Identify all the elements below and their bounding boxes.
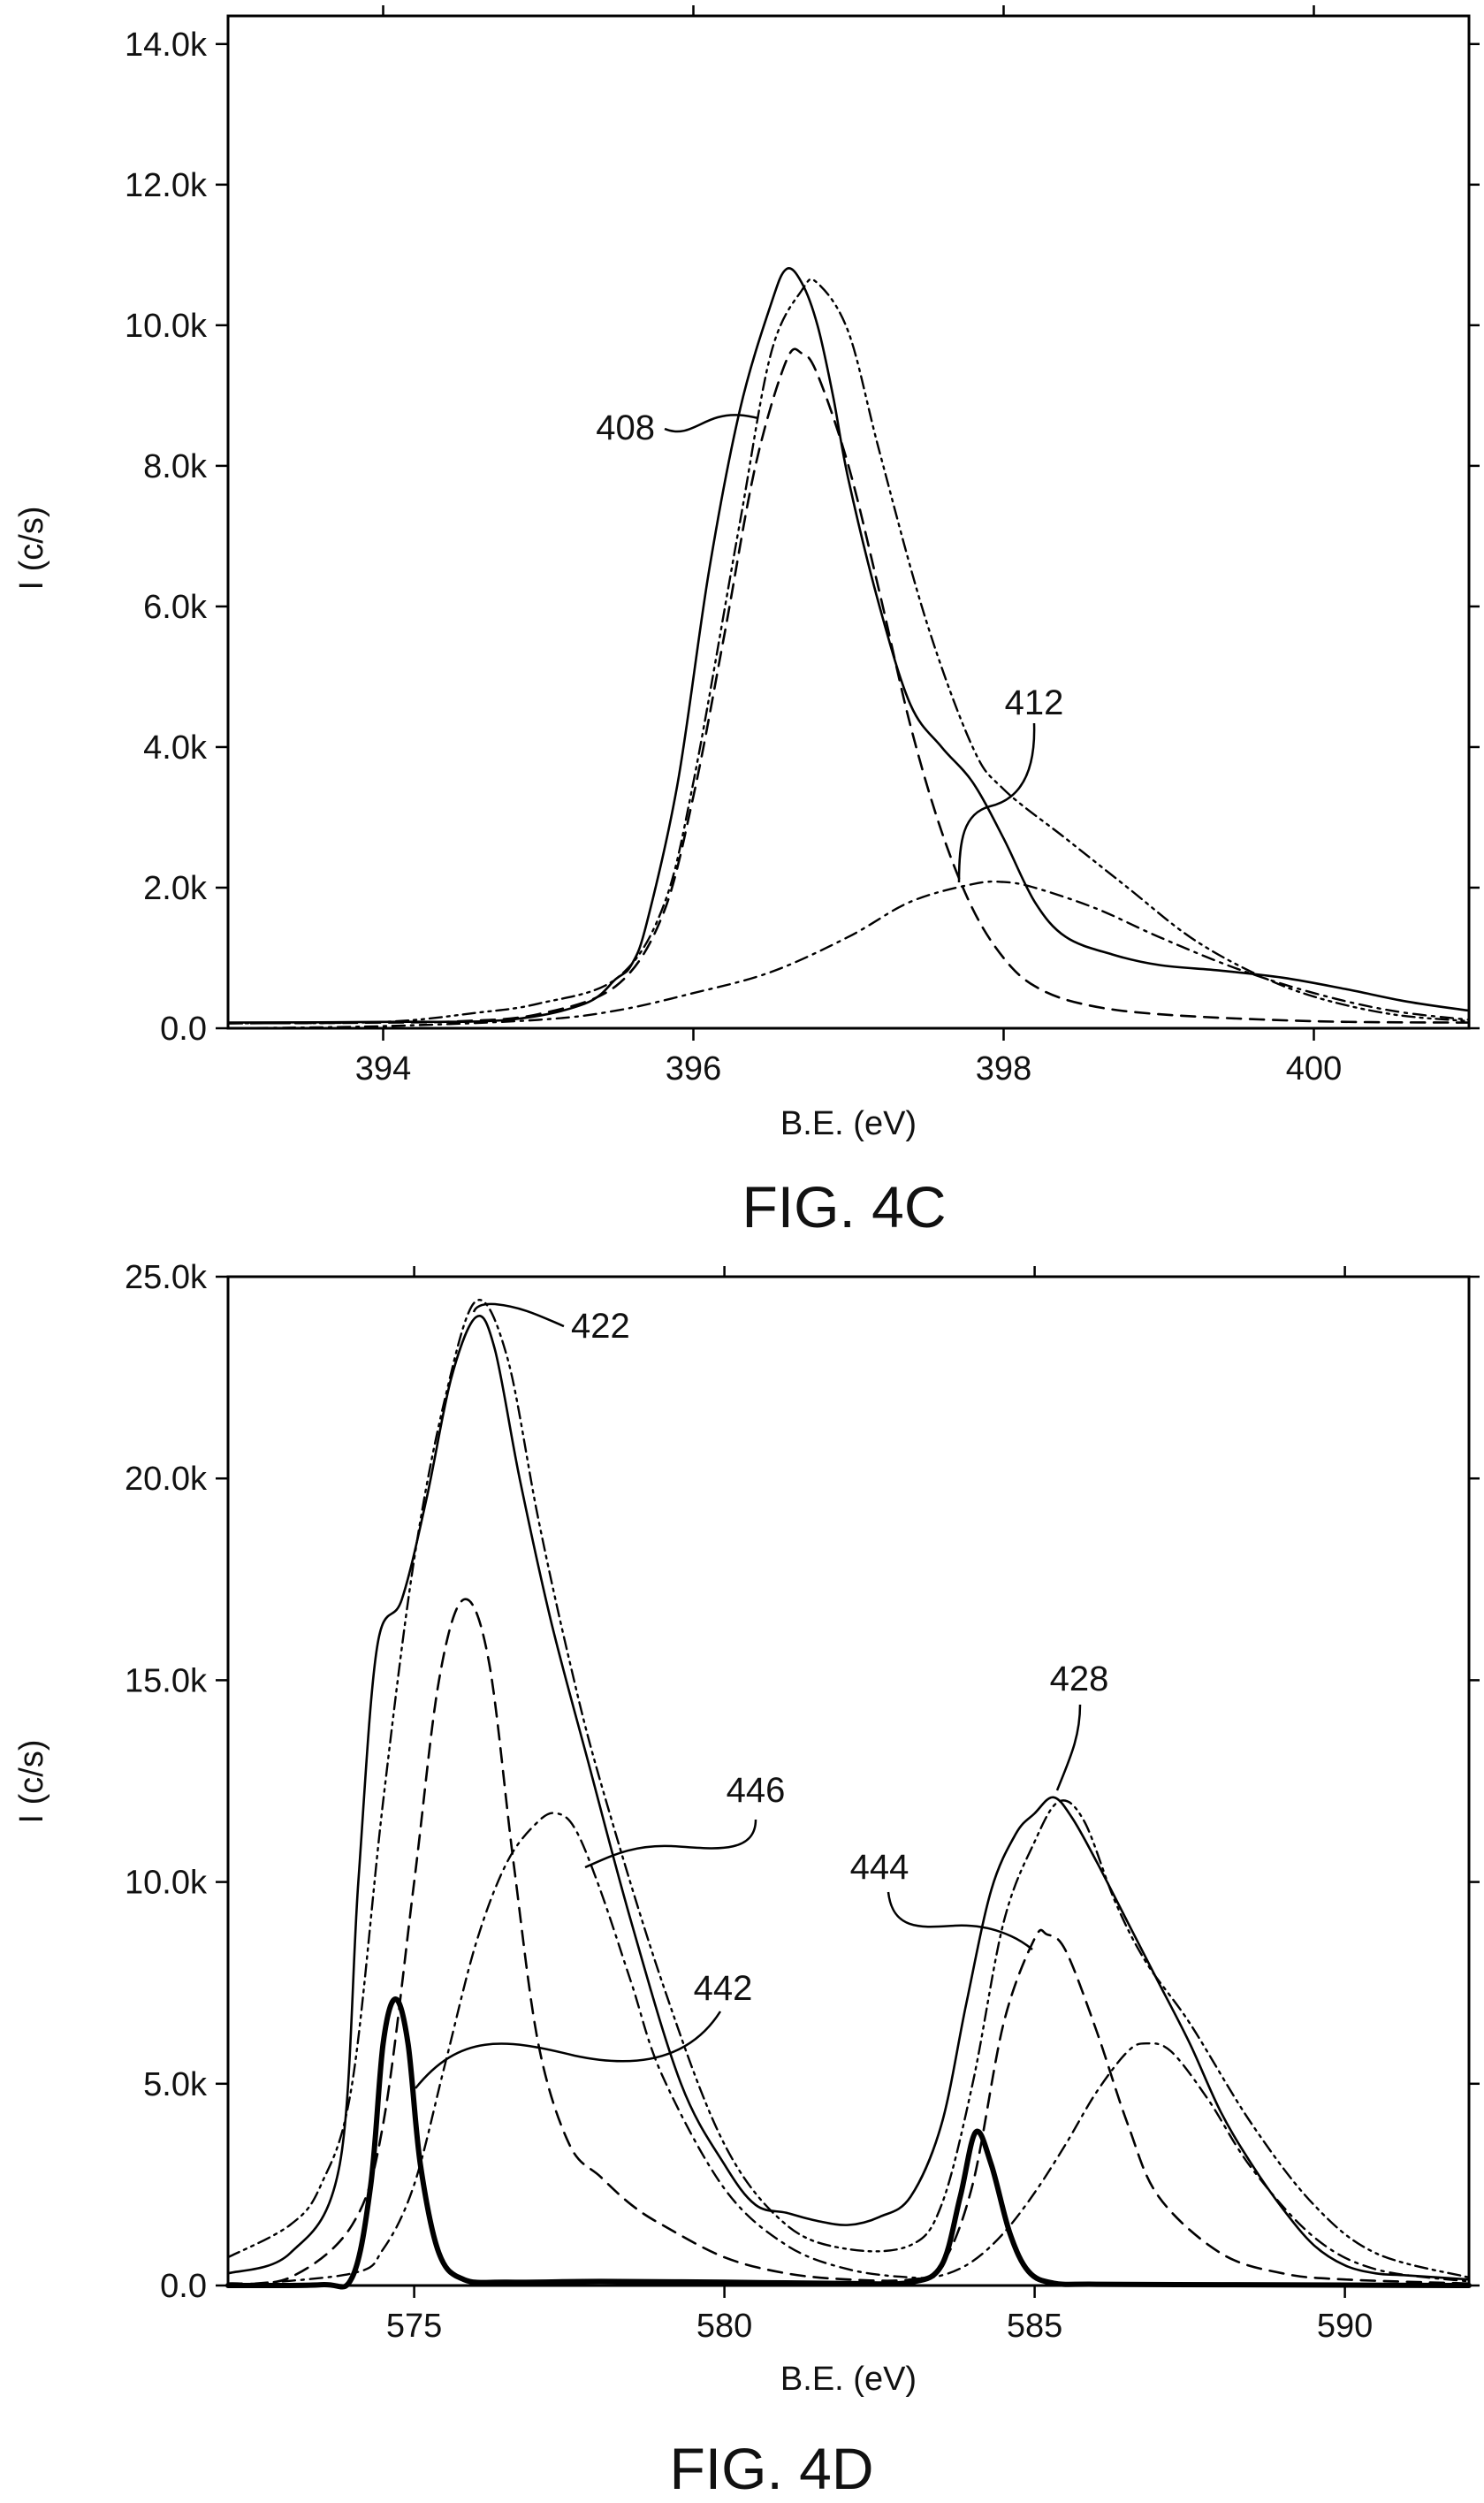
- chart-4c-y-tick-label: 12.0k: [125, 167, 208, 204]
- chart-4c-y-tick-label: 4.0k: [143, 729, 208, 767]
- chart-4c-y-axis: 0.0 2.0k 4.0k 6.0k 8.0k 10.0k 12.0k 14.0k: [125, 27, 1480, 1048]
- chart-4d-y-axis: 0.0 5.0k 10.0k 15.0k 20.0k 25.0k: [125, 1259, 1480, 2305]
- chart-4d-annotation-444: 444: [850, 1848, 909, 1887]
- chart-4d-y-tick-label: 0.0: [160, 2268, 207, 2305]
- chart-4c-y-tick-label: 6.0k: [143, 589, 208, 626]
- chart-4c-x-tick-label: 394: [355, 1050, 411, 1087]
- chart-4d-y-tick-label: 5.0k: [143, 2066, 208, 2103]
- chart-4c-leader-408: [664, 414, 759, 433]
- chart-4c-series-dashdot-line: [226, 880, 1471, 1030]
- chart-4d-x-tick-label: 585: [1007, 2308, 1062, 2345]
- chart-4d-series-dashdotdot-line: [226, 1299, 1471, 2279]
- chart-4d-y-tick-label: 10.0k: [125, 1865, 208, 1902]
- chart-4c-y-tick-label: 10.0k: [125, 308, 208, 345]
- chart-4d-x-tick-label: 575: [386, 2308, 442, 2345]
- chart-4d-series-dashed-line: [226, 1598, 1471, 2286]
- chart-4c-caption: FIG. 4C: [742, 1174, 946, 1240]
- chart-4c-y-tick-label: 0.0: [160, 1011, 207, 1048]
- chart-4d-y-tick-label: 25.0k: [125, 1259, 208, 1296]
- chart-4d-annotation-442: 442: [694, 1969, 753, 2008]
- chart-4d-caption: FIG. 4D: [669, 2436, 873, 2501]
- chart-4c-x-tick-label: 398: [976, 1050, 1031, 1087]
- chart-4c-plot-frame: [226, 14, 1471, 1030]
- chart-4d-plot-frame: [226, 1275, 1471, 2287]
- chart-4d-x-tick-label: 580: [696, 2308, 752, 2345]
- chart-4c-x-axis: 394 396 398 400: [355, 5, 1342, 1087]
- chart-4c-series-group: [226, 267, 1471, 1030]
- chart-4c-y-tick-label: 8.0k: [143, 448, 208, 485]
- chart-4d-series-bold-line: [225, 1996, 1472, 2290]
- chart-4d-annotation-446: 446: [727, 1771, 786, 1810]
- chart-4c-series-dashdotdot-line: [226, 278, 1471, 1025]
- chart-4c-x-tick-label: 396: [666, 1050, 721, 1087]
- chart-4d-leader-428: [1055, 1704, 1082, 1791]
- chart-4c-y-tick-label: 2.0k: [143, 870, 208, 907]
- chart-4c-y-axis-title: I (c/s): [13, 507, 50, 591]
- chart-4c-x-axis-title: B.E. (eV): [780, 1105, 917, 1142]
- chart-4c-annotation-412: 412: [1005, 683, 1064, 722]
- chart-4d-y-tick-label: 20.0k: [125, 1461, 208, 1498]
- chart-4d-leader-446: [584, 1819, 757, 1869]
- chart-4d-y-tick-label: 15.0k: [125, 1662, 208, 1699]
- chart-4d-series-dashdot-line: [226, 1812, 1471, 2287]
- chart-4d-leader-442: [415, 2011, 722, 2089]
- chart-4c-annotation-408: 408: [596, 408, 655, 447]
- chart-4d-x-tick-label: 590: [1317, 2308, 1373, 2345]
- chart-4c-leader-412: [957, 722, 1036, 883]
- chart-4c-series-dashed-line: [226, 347, 1471, 1025]
- chart-4c: 394 396 398 400 0.0 2.0k 4.0k 6.0k 8.0k 10.0k 12.…: [13, 5, 1480, 1240]
- chart-4d-x-axis-title: B.E. (eV): [780, 2361, 917, 2398]
- chart-4d-annotation-422: 422: [571, 1307, 630, 1346]
- chart-4d-series-group: [225, 1299, 1472, 2290]
- chart-4d-x-axis: 575 580 585 590: [386, 1266, 1373, 2345]
- chart-4d-annotation-428: 428: [1050, 1660, 1109, 1698]
- chart-4d: 575 580 585 590 0.0 5.0k 10.0k 15.0k 20.0k 25.0k…: [13, 1259, 1480, 2501]
- chart-4c-x-tick-label: 400: [1286, 1050, 1342, 1087]
- chart-4d-y-axis-title: I (c/s): [13, 1740, 50, 1824]
- chart-4d-leader-444: [887, 1891, 1033, 1950]
- chart-4c-y-tick-label: 14.0k: [125, 27, 208, 64]
- chart-4d-leader-422: [472, 1302, 565, 1328]
- chart-4d-series-solid-line: [226, 1315, 1471, 2281]
- chart-4c-series-solid-line: [226, 267, 1471, 1024]
